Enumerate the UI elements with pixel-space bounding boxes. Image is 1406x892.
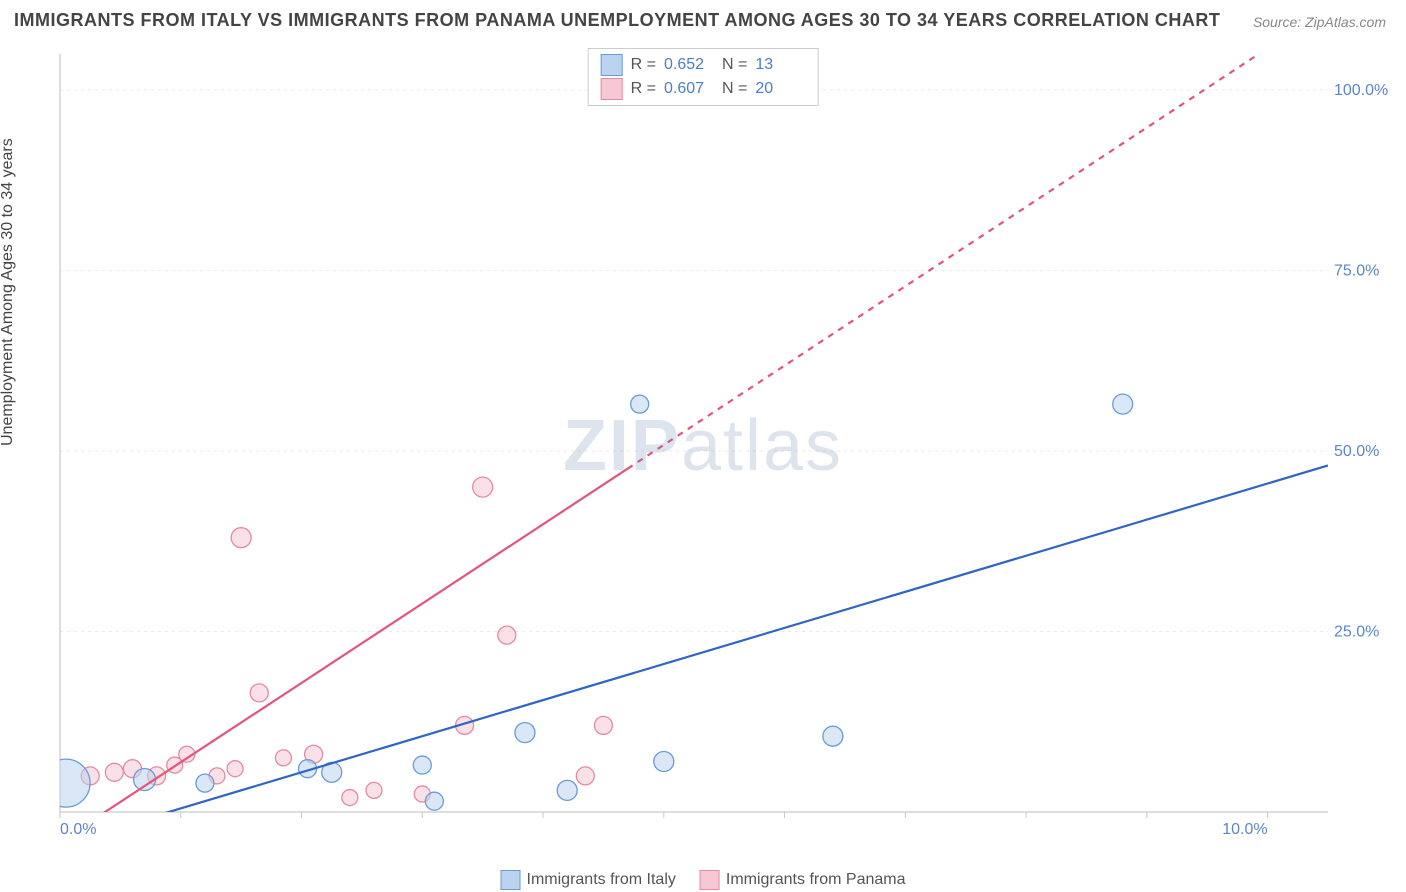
legend-label: Immigrants from Panama [726, 871, 906, 888]
series-legend: Immigrants from Italy Immigrants from Pan… [501, 870, 906, 890]
svg-text:50.0%: 50.0% [1334, 443, 1379, 460]
scatter-chart: 25.0% 50.0% 75.0% 100.0% 0.0% 10.0% [48, 46, 1388, 846]
legend-item: Immigrants from Panama [700, 870, 906, 890]
plot-area: 25.0% 50.0% 75.0% 100.0% 0.0% 10.0% [48, 46, 1388, 846]
legend-swatch [601, 54, 623, 76]
chart-source: Source: ZipAtlas.com [1253, 14, 1386, 30]
r-value: 0.607 [664, 77, 714, 101]
r-value: 0.652 [664, 53, 714, 77]
correlation-row: R = 0.607 N = 20 [601, 77, 806, 101]
correlation-legend: R = 0.652 N = 13 R = 0.607 N = 20 [588, 48, 819, 106]
legend-swatch [501, 870, 521, 890]
svg-text:75.0%: 75.0% [1334, 263, 1379, 280]
r-label: R = [631, 53, 656, 77]
svg-text:0.0%: 0.0% [60, 821, 96, 838]
correlation-row: R = 0.652 N = 13 [601, 53, 806, 77]
y-axis-label: Unemployment Among Ages 30 to 34 years [0, 138, 17, 446]
legend-item: Immigrants from Italy [501, 870, 676, 890]
n-label: N = [722, 77, 747, 101]
legend-label: Immigrants from Italy [527, 871, 676, 888]
svg-text:25.0%: 25.0% [1334, 624, 1379, 641]
r-label: R = [631, 77, 656, 101]
chart-title: IMMIGRANTS FROM ITALY VS IMMIGRANTS FROM… [14, 10, 1220, 31]
legend-swatch [700, 870, 720, 890]
n-label: N = [722, 53, 747, 77]
n-value: 13 [755, 53, 805, 77]
svg-text:10.0%: 10.0% [1222, 821, 1267, 838]
n-value: 20 [755, 77, 805, 101]
svg-text:100.0%: 100.0% [1334, 82, 1388, 99]
legend-swatch [601, 78, 623, 100]
